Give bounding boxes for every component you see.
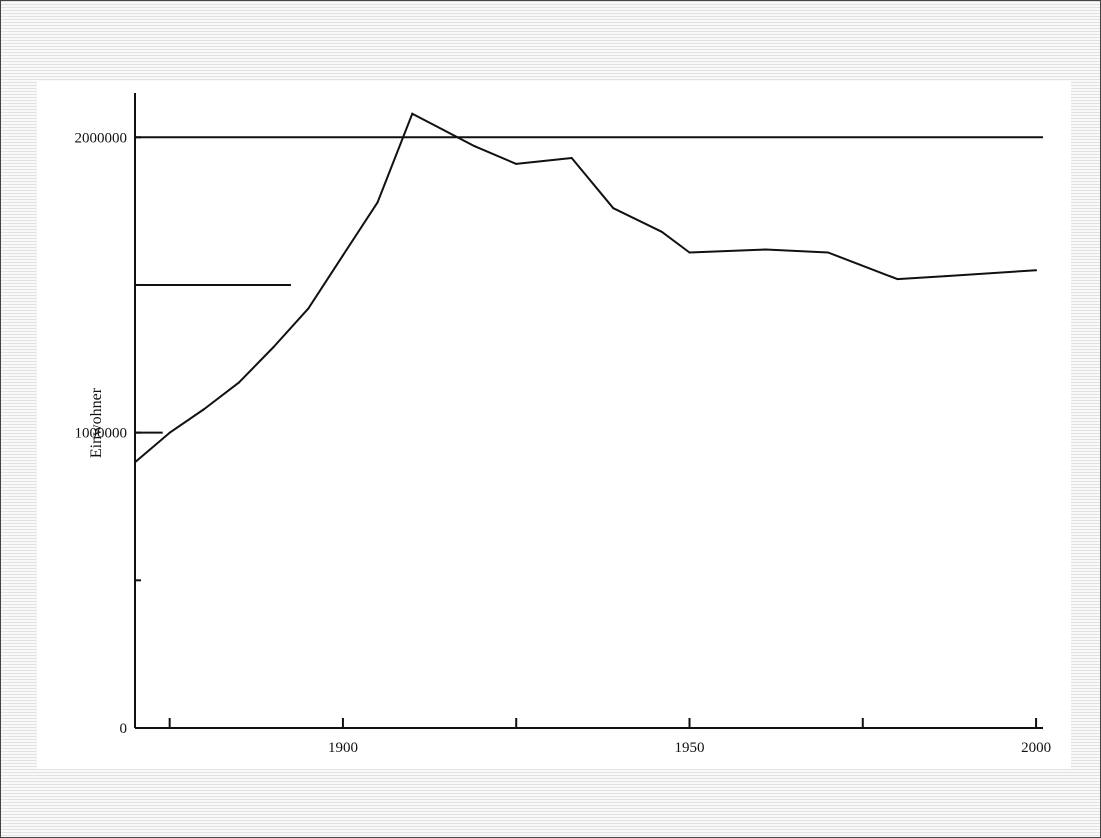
data-point-1895: [307, 307, 310, 310]
data-point-1885: [237, 381, 240, 384]
y-tick-label-2000000: 2000000: [75, 130, 128, 146]
axis-tick-labels: 1900 1950 2000 0 1000000 2000000: [75, 130, 1052, 756]
x-tick-label-2000: 2000: [1021, 740, 1051, 756]
population-series-line: [134, 112, 1037, 463]
axes: [134, 93, 1043, 729]
series-layer: [134, 112, 1038, 464]
data-point-1900: [341, 254, 344, 257]
data-point-1910: [411, 112, 414, 115]
data-point-1875: [168, 431, 171, 434]
data-point-1870: [134, 461, 136, 464]
data-point-1925: [515, 162, 518, 165]
data-point-1950: [688, 251, 691, 254]
plot-panel: 1900 1950 2000 0 1000000 2000000 Einwohner: [37, 81, 1071, 769]
x-tick-label-1950: 1950: [675, 740, 705, 756]
data-point-1970: [827, 251, 830, 254]
data-point-1980: [896, 278, 899, 281]
data-point-1880: [203, 408, 206, 411]
y-tick-label-1000000: 1000000: [75, 426, 128, 442]
data-point-2000: [1035, 269, 1038, 272]
y-axis-title: Einwohner: [88, 387, 105, 458]
data-point-1961: [764, 248, 767, 251]
data-point-1890: [272, 346, 275, 348]
population-line-chart: 1900 1950 2000 0 1000000 2000000 Einwohner: [75, 93, 1052, 756]
data-point-1933: [570, 156, 573, 159]
y-tick-label-0: 0: [120, 721, 128, 737]
reference-lines: [135, 136, 1043, 434]
data-point-1919: [473, 145, 476, 148]
axis-ticks: [135, 136, 1038, 729]
x-tick-label-1900: 1900: [328, 740, 358, 756]
data-point-1987: [944, 275, 947, 278]
data-point-1939: [612, 207, 615, 210]
data-point-1946: [660, 230, 663, 233]
data-point-1905: [376, 201, 379, 204]
